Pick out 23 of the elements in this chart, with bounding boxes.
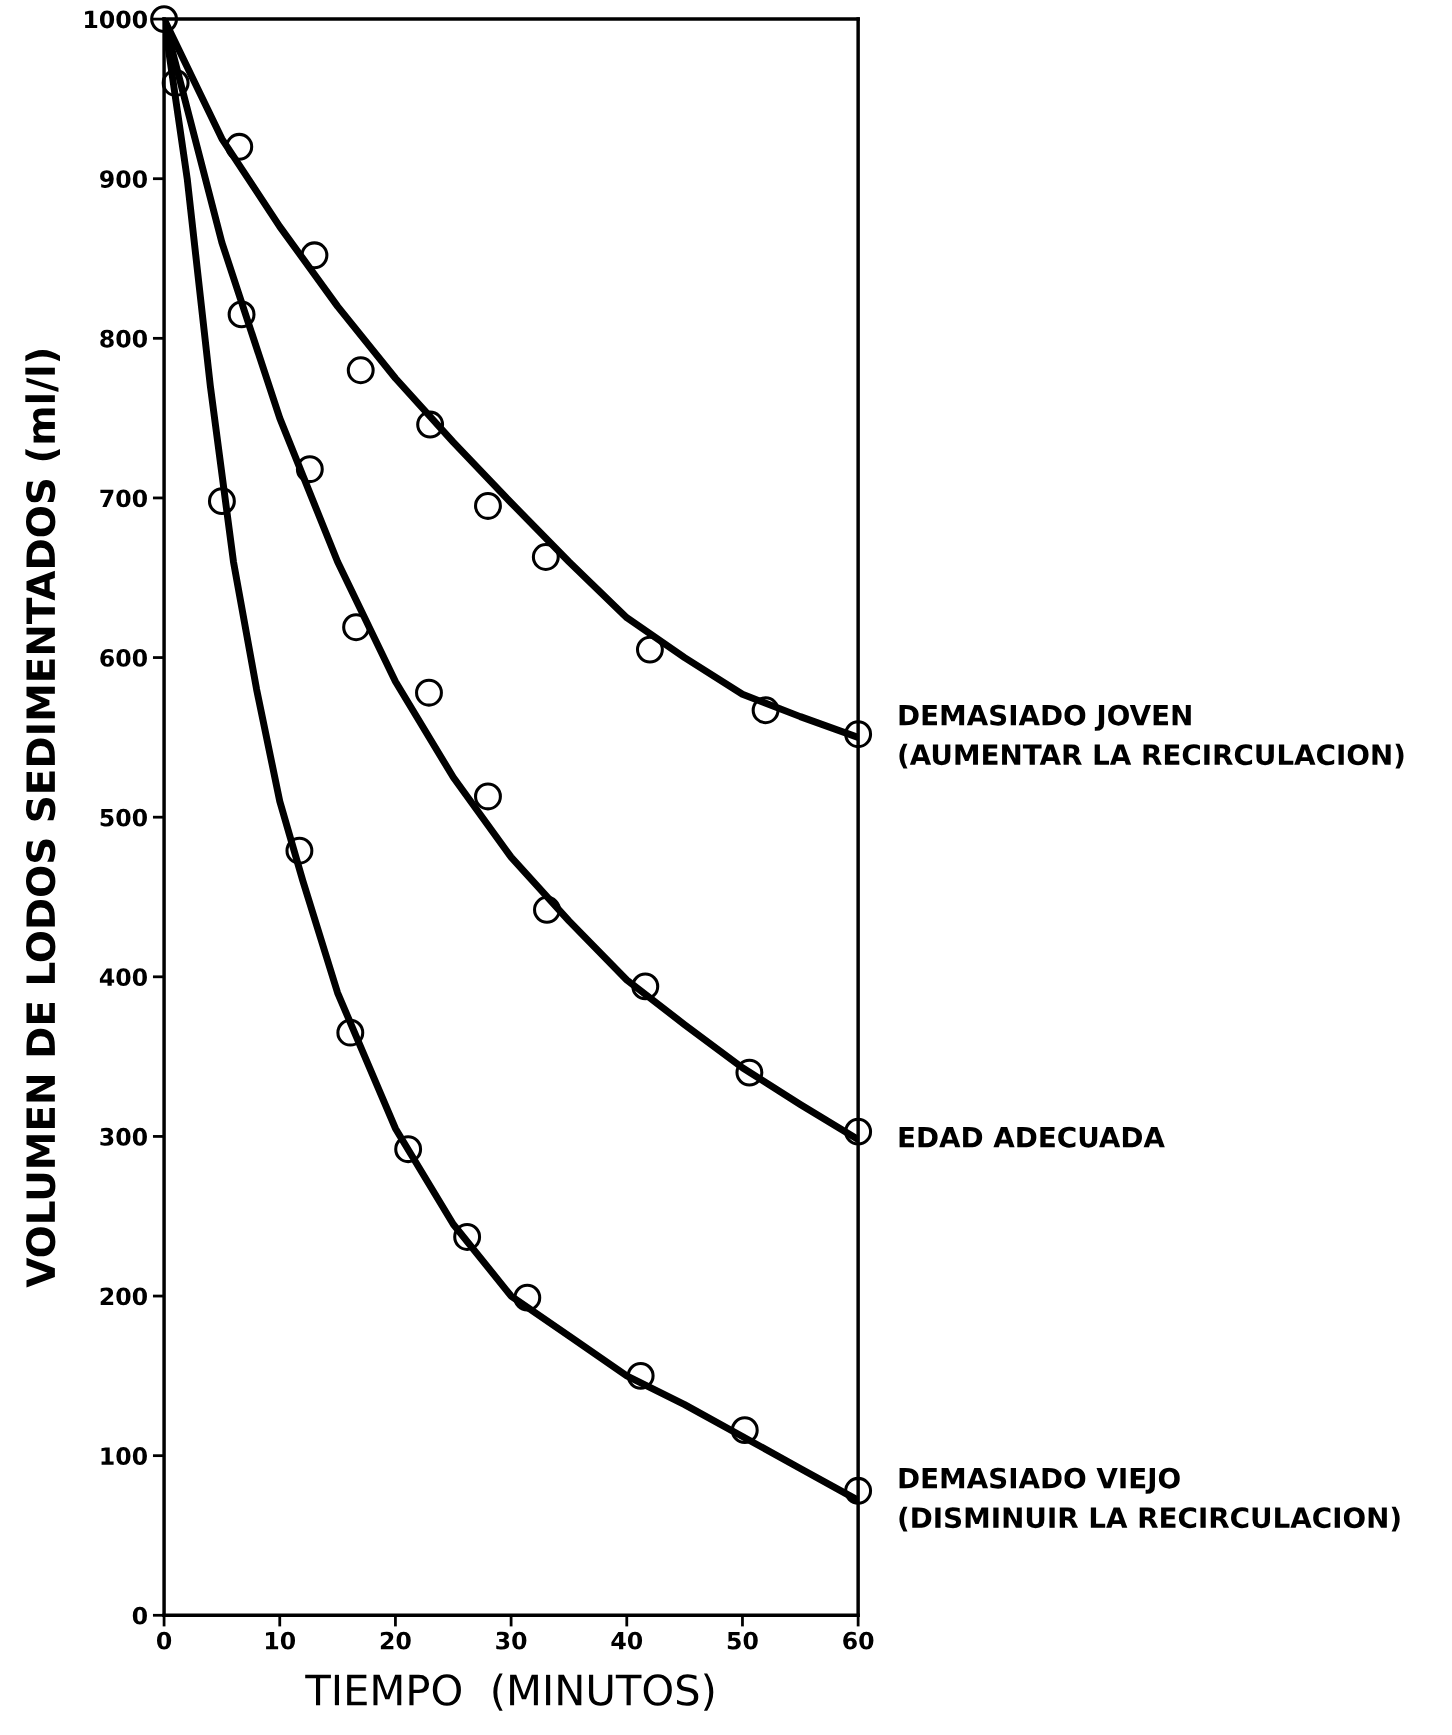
x-tick-label: 10 (265, 1631, 296, 1650)
y-tick-label: 900 (100, 170, 147, 189)
x-tick-label: 20 (380, 1631, 411, 1650)
x-tick-label: 0 (156, 1631, 172, 1650)
y-tick-label: 500 (100, 808, 147, 827)
y-tick-label: 700 (100, 489, 147, 508)
x-tick-label: 40 (611, 1631, 643, 1650)
y-tick-label: 200 (100, 1287, 147, 1306)
y-tick-label: 100 (101, 1447, 147, 1465)
x-tick-label: 30 (496, 1631, 527, 1650)
y-tick-label: 800 (100, 329, 147, 348)
y-tick-label: 300 (100, 1127, 147, 1146)
text: DEMASIADO JOVEN (AUMENTAR LA RECIRCULACION) (899, 704, 1404, 769)
text: DEMASIADO VIEJO (DISMINUIR LA RECIRCULACION) (899, 1467, 1400, 1532)
x-tick-label: 60 (843, 1631, 874, 1650)
text: EDAD ADECUADA (899, 1126, 1165, 1148)
y-tick-label: 400 (99, 968, 147, 987)
y-tick-label: 0 (132, 1606, 147, 1625)
y-tick-label: 1000 (85, 10, 147, 29)
y-tick-label: 600 (100, 649, 147, 667)
y-axis-title: VOLUMEN DE LODOS SEDIMENTADOS (ml/l) (25, 350, 60, 1288)
x-tick-label: 50 (727, 1631, 758, 1650)
x-axis-title: TIEMPO (MINUTOS) (305, 1673, 714, 1711)
